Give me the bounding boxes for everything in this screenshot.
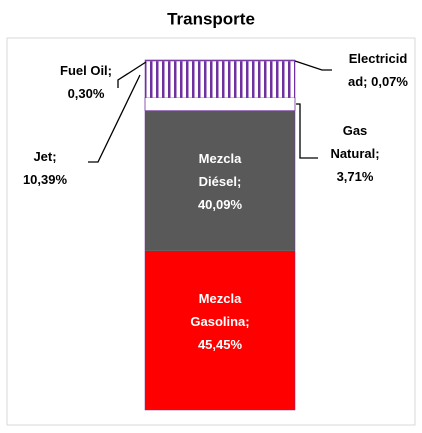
label-line: 45,45% [198, 337, 243, 352]
label-line: Gasolina; [190, 314, 249, 329]
label-line: 3,71% [337, 169, 374, 184]
bar-segment [145, 60, 295, 61]
label-line: Natural; [330, 146, 379, 161]
data-label: Mezcla Diésel; 40,09% [198, 151, 243, 212]
bar-segment [145, 61, 295, 97]
label-line: Mezcla [199, 151, 242, 166]
label-line: 10,39% [23, 172, 68, 187]
label-line: Jet; [33, 149, 56, 164]
label-line: Electricid [349, 51, 408, 66]
label-line: 0,30% [68, 86, 105, 101]
data-label: Mezcla Gasolina; 45,45% [190, 291, 249, 352]
label-line: 40,09% [198, 197, 243, 212]
label-line: Mezcla [199, 291, 242, 306]
label-line: Fuel Oil; [60, 63, 112, 78]
bar-segment [145, 98, 295, 111]
label-line: Diésel; [199, 174, 242, 189]
label-line: Gas [343, 123, 368, 138]
label-line: ad; 0,07% [348, 74, 408, 89]
chart-title: Transporte [167, 9, 255, 28]
bar-segment [145, 251, 295, 410]
